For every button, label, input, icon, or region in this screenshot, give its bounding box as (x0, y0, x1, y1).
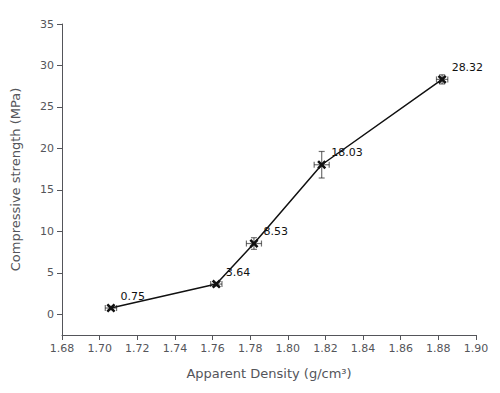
svg-text:18.03: 18.03 (331, 146, 363, 159)
svg-text:0: 0 (47, 308, 54, 321)
svg-text:1.78: 1.78 (238, 342, 263, 355)
svg-text:15: 15 (40, 183, 54, 196)
svg-text:1.90: 1.90 (464, 342, 489, 355)
svg-text:1.68: 1.68 (50, 342, 75, 355)
svg-text:20: 20 (40, 142, 54, 155)
svg-text:1.88: 1.88 (426, 342, 451, 355)
svg-text:0.75: 0.75 (120, 290, 145, 303)
svg-text:35: 35 (40, 18, 54, 31)
svg-text:1.76: 1.76 (200, 342, 225, 355)
svg-text:10: 10 (40, 225, 54, 238)
svg-text:1.72: 1.72 (125, 342, 150, 355)
svg-text:1.86: 1.86 (388, 342, 413, 355)
svg-text:1.80: 1.80 (276, 342, 301, 355)
svg-text:25: 25 (40, 100, 54, 113)
svg-text:3.64: 3.64 (226, 266, 251, 279)
svg-text:8.53: 8.53 (263, 225, 288, 238)
svg-text:28.32: 28.32 (452, 61, 484, 74)
svg-text:1.70: 1.70 (87, 342, 112, 355)
svg-text:Compressive strength (MPa): Compressive strength (MPa) (8, 88, 23, 271)
svg-text:1.74: 1.74 (163, 342, 188, 355)
svg-text:30: 30 (40, 59, 54, 72)
svg-text:1.82: 1.82 (313, 342, 338, 355)
svg-text:Apparent Density (g/cm³): Apparent Density (g/cm³) (186, 366, 351, 381)
svg-text:5: 5 (47, 266, 54, 279)
svg-text:1.84: 1.84 (351, 342, 376, 355)
